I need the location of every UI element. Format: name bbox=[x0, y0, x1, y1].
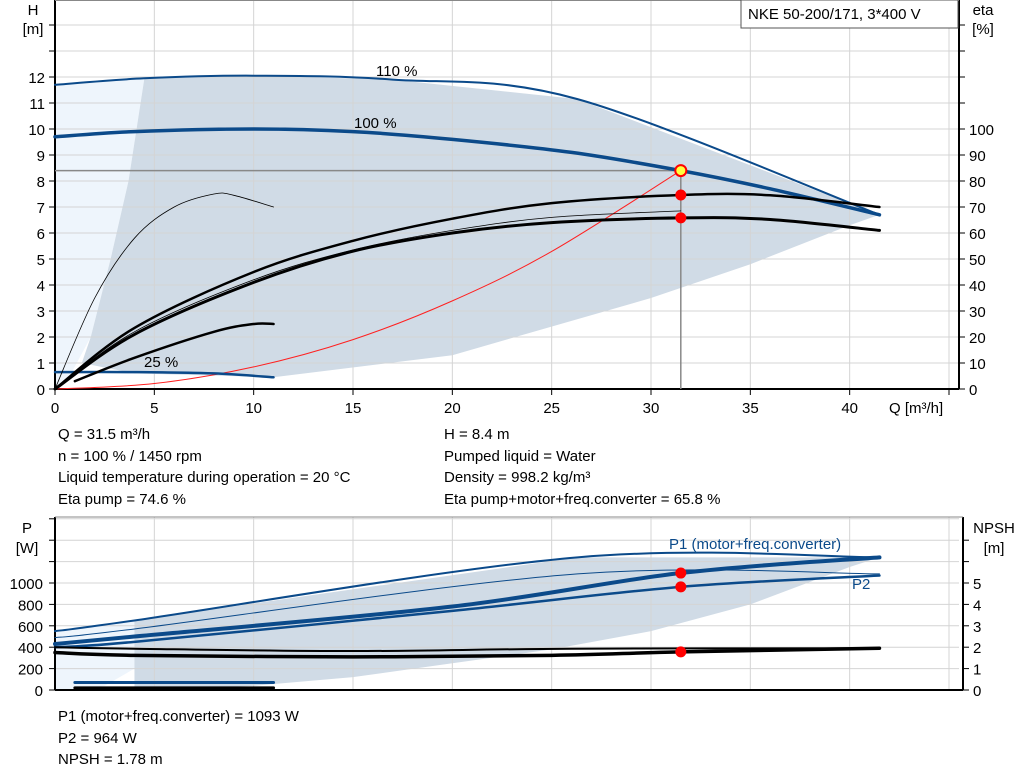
info-h: H = 8.4 m bbox=[444, 426, 509, 443]
y2-tick-label: 0 bbox=[969, 382, 977, 399]
x-tick-label: 40 bbox=[841, 400, 858, 417]
y2-tick-label: 100 bbox=[969, 122, 994, 139]
eta-total-point bbox=[675, 212, 687, 224]
x-tick-label: 0 bbox=[51, 400, 59, 417]
y-tick-label: 800 bbox=[18, 597, 43, 614]
y-tick-label: 200 bbox=[18, 662, 43, 679]
p1-thin-curve bbox=[54, 569, 880, 639]
y2-tick-label: 50 bbox=[969, 252, 986, 269]
y-axis-label: H bbox=[28, 2, 39, 19]
p2-point bbox=[675, 581, 687, 593]
product-title: NKE 50-200/171, 3*400 V bbox=[748, 6, 921, 23]
info-p2: P2 = 964 W bbox=[58, 730, 138, 747]
x-tick-label: 15 bbox=[345, 400, 362, 417]
y2-tick-label: 80 bbox=[969, 174, 986, 191]
y2-tick-label: 1 bbox=[973, 662, 981, 679]
y-tick-label: 0 bbox=[35, 683, 43, 700]
system-curve bbox=[54, 170, 682, 390]
operating-area bbox=[134, 557, 880, 690]
x-tick-label: 20 bbox=[444, 400, 461, 417]
y-axis-unit: [m] bbox=[23, 21, 44, 38]
y2-tick-label: 0 bbox=[973, 683, 981, 700]
curve-label-25: 25 % bbox=[144, 354, 178, 371]
x-tick-label: 5 bbox=[150, 400, 158, 417]
y2-tick-label: 90 bbox=[969, 148, 986, 165]
head-110-curve bbox=[54, 74, 881, 216]
y2-tick-label: 3 bbox=[973, 619, 981, 636]
head-100-curve bbox=[53, 127, 882, 217]
info-p1: P1 (motor+freq.converter) = 1093 W bbox=[58, 708, 300, 725]
product-label-box: NKE 50-200/171, 3*400 V bbox=[740, 0, 959, 29]
y-tick-label: 11 bbox=[29, 96, 45, 113]
duty-point bbox=[674, 164, 688, 178]
y2-tick-label: 60 bbox=[969, 226, 986, 243]
y-tick-label: 6 bbox=[37, 226, 45, 243]
y2-axis-label: eta bbox=[973, 2, 995, 19]
y-tick-label: 5 bbox=[37, 252, 45, 269]
info-temp: Liquid temperature during operation = 20… bbox=[58, 469, 351, 486]
info-eta-total: Eta pump+motor+freq.converter = 65.8 % bbox=[444, 491, 720, 508]
info-npsh: NPSH = 1.78 m bbox=[58, 751, 163, 768]
power-npsh-chart: 0 200 400 600 800 1000 0 1 2 3 4 5 P [W] NPSH [m] P1 (mo… bbox=[10, 516, 1015, 700]
npsh-thin-curve bbox=[54, 646, 881, 653]
x-tick-label: 25 bbox=[543, 400, 560, 417]
head-25-curve bbox=[53, 370, 275, 379]
y-tick-label: 600 bbox=[18, 619, 43, 636]
y-tick-label: 12 bbox=[28, 70, 45, 87]
x-tick-label: 10 bbox=[245, 400, 262, 417]
operating-area bbox=[81, 75, 880, 378]
curve-label-110: 110 % bbox=[376, 63, 417, 80]
y-tick-label: 400 bbox=[18, 640, 43, 657]
info-liquid: Pumped liquid = Water bbox=[444, 448, 596, 465]
y2-tick-label: 4 bbox=[973, 597, 981, 614]
y-tick-label: 1000 bbox=[10, 576, 43, 593]
eta-pump-point bbox=[675, 189, 687, 201]
y-tick-label: 9 bbox=[37, 148, 45, 165]
eta-25-curve bbox=[73, 322, 275, 383]
info-density: Density = 998.2 kg/m³ bbox=[444, 469, 590, 486]
y-tick-label: 10 bbox=[28, 122, 45, 139]
y2-tick-label: 30 bbox=[969, 304, 986, 321]
legend-p1: P1 (motor+freq.converter) bbox=[669, 536, 841, 553]
x-axis-label: Q [m³/h] bbox=[889, 400, 943, 417]
eta-pump-curve bbox=[53, 192, 881, 391]
y2-axis-unit: [%] bbox=[972, 21, 994, 38]
npsh-curve bbox=[53, 646, 882, 659]
y-tick-label: 7 bbox=[37, 200, 45, 217]
y2-tick-label: 20 bbox=[969, 330, 986, 347]
info-bottom: P1 (motor+freq.converter) = 1093 W P2 = … bbox=[58, 708, 300, 768]
y-tick-label: 2 bbox=[37, 330, 45, 347]
y-tick-label: 8 bbox=[37, 174, 45, 191]
p2-curve bbox=[53, 574, 881, 649]
y2-tick-label: 5 bbox=[973, 576, 981, 593]
x-tick-label: 30 bbox=[643, 400, 660, 417]
p1-110-curve bbox=[54, 551, 881, 633]
p1-point bbox=[675, 567, 687, 579]
y2-axis-unit: [m] bbox=[984, 540, 1005, 557]
y2-axis-label: NPSH bbox=[973, 520, 1015, 537]
y-tick-label: 3 bbox=[37, 304, 45, 321]
npsh-point bbox=[675, 646, 687, 658]
p1-curve bbox=[53, 555, 882, 646]
y-tick-label: 1 bbox=[37, 356, 45, 373]
y2-tick-label: 40 bbox=[969, 278, 986, 295]
x-tick-label: 35 bbox=[742, 400, 759, 417]
y-tick-label: 4 bbox=[37, 278, 45, 295]
info-q: Q = 31.5 m³/h bbox=[58, 426, 150, 443]
y2-tick-label: 70 bbox=[969, 200, 986, 217]
info-eta-pump: Eta pump = 74.6 % bbox=[58, 491, 186, 508]
y-axis-unit: [W] bbox=[16, 540, 39, 557]
eta-small-pump-curve bbox=[54, 192, 274, 390]
eta-total-curve bbox=[53, 216, 881, 391]
head-eta-chart: 0 5 10 15 20 25 30 35 40012345678910111201020304… bbox=[23, 0, 995, 417]
legend-p2: P2 bbox=[852, 576, 870, 593]
curve-label-100: 100 % bbox=[354, 115, 397, 132]
y-axis-label: P bbox=[22, 520, 32, 537]
info-top: Q = 31.5 m³/h H = 8.4 m n = 100 % / 1450… bbox=[58, 426, 720, 508]
y2-tick-label: 2 bbox=[973, 640, 981, 657]
y2-tick-label: 10 bbox=[969, 356, 986, 373]
info-n: n = 100 % / 1450 rpm bbox=[58, 448, 202, 465]
y-tick-label: 0 bbox=[37, 382, 45, 399]
